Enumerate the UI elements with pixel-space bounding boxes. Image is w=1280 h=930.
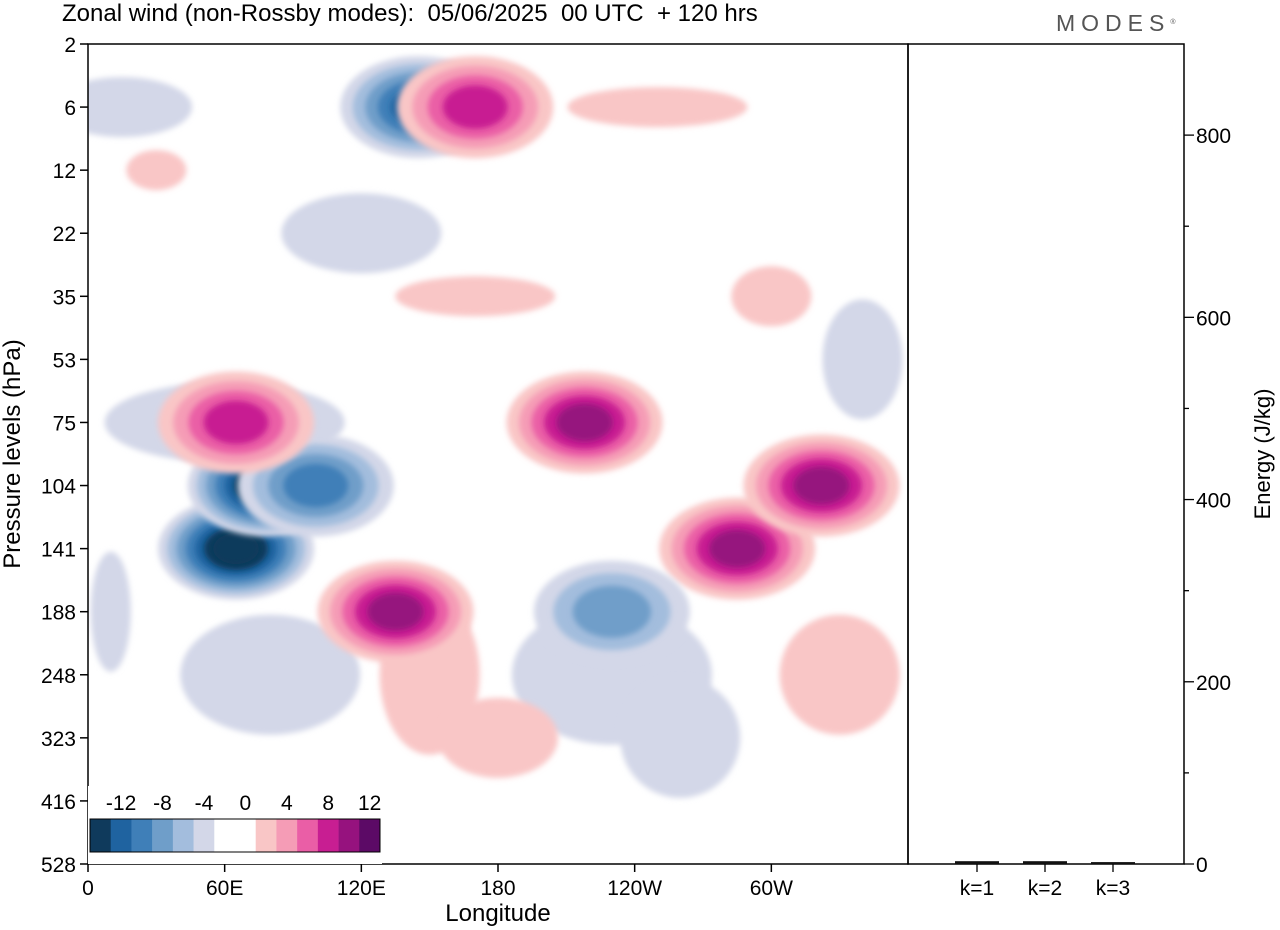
colorbar-swatch <box>214 819 236 852</box>
wind-feature <box>793 466 850 505</box>
colorbar-label: -8 <box>153 792 172 815</box>
x-tick-label: 120W <box>607 877 662 900</box>
wind-feature <box>283 463 349 508</box>
x-tick-label: 60E <box>206 877 243 900</box>
wind-feature <box>203 400 269 445</box>
weak-patch <box>731 266 812 327</box>
colorbar-label: 0 <box>240 792 252 815</box>
weak-patch <box>822 299 903 420</box>
energy-tick-label: 200 <box>1196 672 1231 695</box>
y-tick-label: 35 <box>53 286 76 309</box>
energy-bar <box>955 861 999 864</box>
energy-tick-label: 400 <box>1196 490 1231 513</box>
wind-feature <box>709 529 766 568</box>
wind-feature <box>556 403 613 442</box>
energy-axis: 0 200 400 600 800 <box>1184 125 1231 877</box>
y-tick-label: 323 <box>41 728 76 751</box>
colorbar-swatch <box>110 819 132 852</box>
colorbar-label: -4 <box>195 792 214 815</box>
y-tick-label: 22 <box>53 223 76 246</box>
weak-patch <box>620 677 741 798</box>
modes-logo: MODES® <box>1056 10 1176 36</box>
colorbar-swatch <box>152 819 174 852</box>
weak-patch <box>395 276 556 317</box>
colorbar-swatch <box>297 819 319 852</box>
colorbar-swatch <box>193 819 215 852</box>
x-tick-label: 180 <box>480 877 515 900</box>
y-tick-label: 141 <box>41 539 76 562</box>
x-tick-label: 0 <box>82 877 94 900</box>
y-tick-label: 104 <box>41 476 76 499</box>
colorbar-swatch <box>255 819 277 852</box>
colorbar-swatch <box>172 819 194 852</box>
weak-patch <box>180 614 361 735</box>
energy-bars: k=1 k=2 k=3 <box>955 861 1135 900</box>
y-tick-label: 75 <box>53 412 76 435</box>
y-tick-label: 248 <box>41 665 76 688</box>
weak-patch <box>90 551 131 672</box>
y-tick-label: 53 <box>53 349 76 372</box>
colorbar-label: -12 <box>106 792 136 815</box>
y-axis: 2 6 12 22 35 53 75 104 141 188 248 323 416 528 <box>41 34 88 877</box>
chart-title: Zonal wind (non-Rossby modes): 05/06/202… <box>62 0 758 27</box>
x-axis-label: Longitude <box>445 900 550 927</box>
y-tick-label: 416 <box>41 791 76 814</box>
colorbar-swatch <box>131 819 153 852</box>
energy-bar <box>1091 862 1135 865</box>
y-tick-label: 188 <box>41 602 76 625</box>
colorbar-label: 4 <box>281 792 293 815</box>
x-tick-label: 60W <box>750 877 793 900</box>
y-tick-label: 12 <box>53 160 76 183</box>
energy-axis-label: Energy (J/kg) <box>1250 389 1275 520</box>
colorbar-swatch <box>235 819 257 852</box>
energy-tick-label: 0 <box>1196 854 1208 877</box>
x-tick-label: 120E <box>337 877 386 900</box>
colorbar-label: 8 <box>322 792 334 815</box>
wind-feature <box>213 533 259 565</box>
energy-category-label: k=1 <box>960 877 994 900</box>
energy-category-label: k=2 <box>1028 877 1062 900</box>
weak-patch <box>281 193 442 274</box>
weak-patch <box>567 87 748 128</box>
colorbar-swatch <box>276 819 298 852</box>
energy-category-label: k=3 <box>1096 877 1130 900</box>
colorbar-outline <box>89 818 381 853</box>
wind-feature <box>442 85 508 129</box>
wind-field <box>88 56 903 798</box>
energy-tick-label: 600 <box>1196 307 1231 330</box>
wind-feature <box>572 585 652 638</box>
wind-feature <box>367 592 424 631</box>
energy-bar <box>1023 861 1067 864</box>
colorbar-swatch <box>359 819 381 852</box>
weak-patch <box>438 697 558 778</box>
colorbar-swatch <box>317 819 339 852</box>
energy-frame <box>907 43 1185 865</box>
weak-patch <box>88 77 193 138</box>
colorbar-label: 12 <box>358 792 381 815</box>
y-axis-label: Pressure levels (hPa) <box>0 339 26 568</box>
weak-patch <box>779 614 900 735</box>
colorbar-swatch <box>338 819 360 852</box>
y-tick-label: 2 <box>64 34 76 57</box>
y-tick-label: 6 <box>64 97 76 120</box>
colorbar-swatch <box>90 819 112 852</box>
colorbar: -12 -8 -4 0 4 8 12 <box>88 786 382 864</box>
y-tick-label: 528 <box>41 854 76 877</box>
x-axis: 0 60E 120E 180 120W 60W <box>82 864 793 900</box>
energy-tick-label: 800 <box>1196 125 1231 148</box>
weak-patch <box>126 150 187 191</box>
